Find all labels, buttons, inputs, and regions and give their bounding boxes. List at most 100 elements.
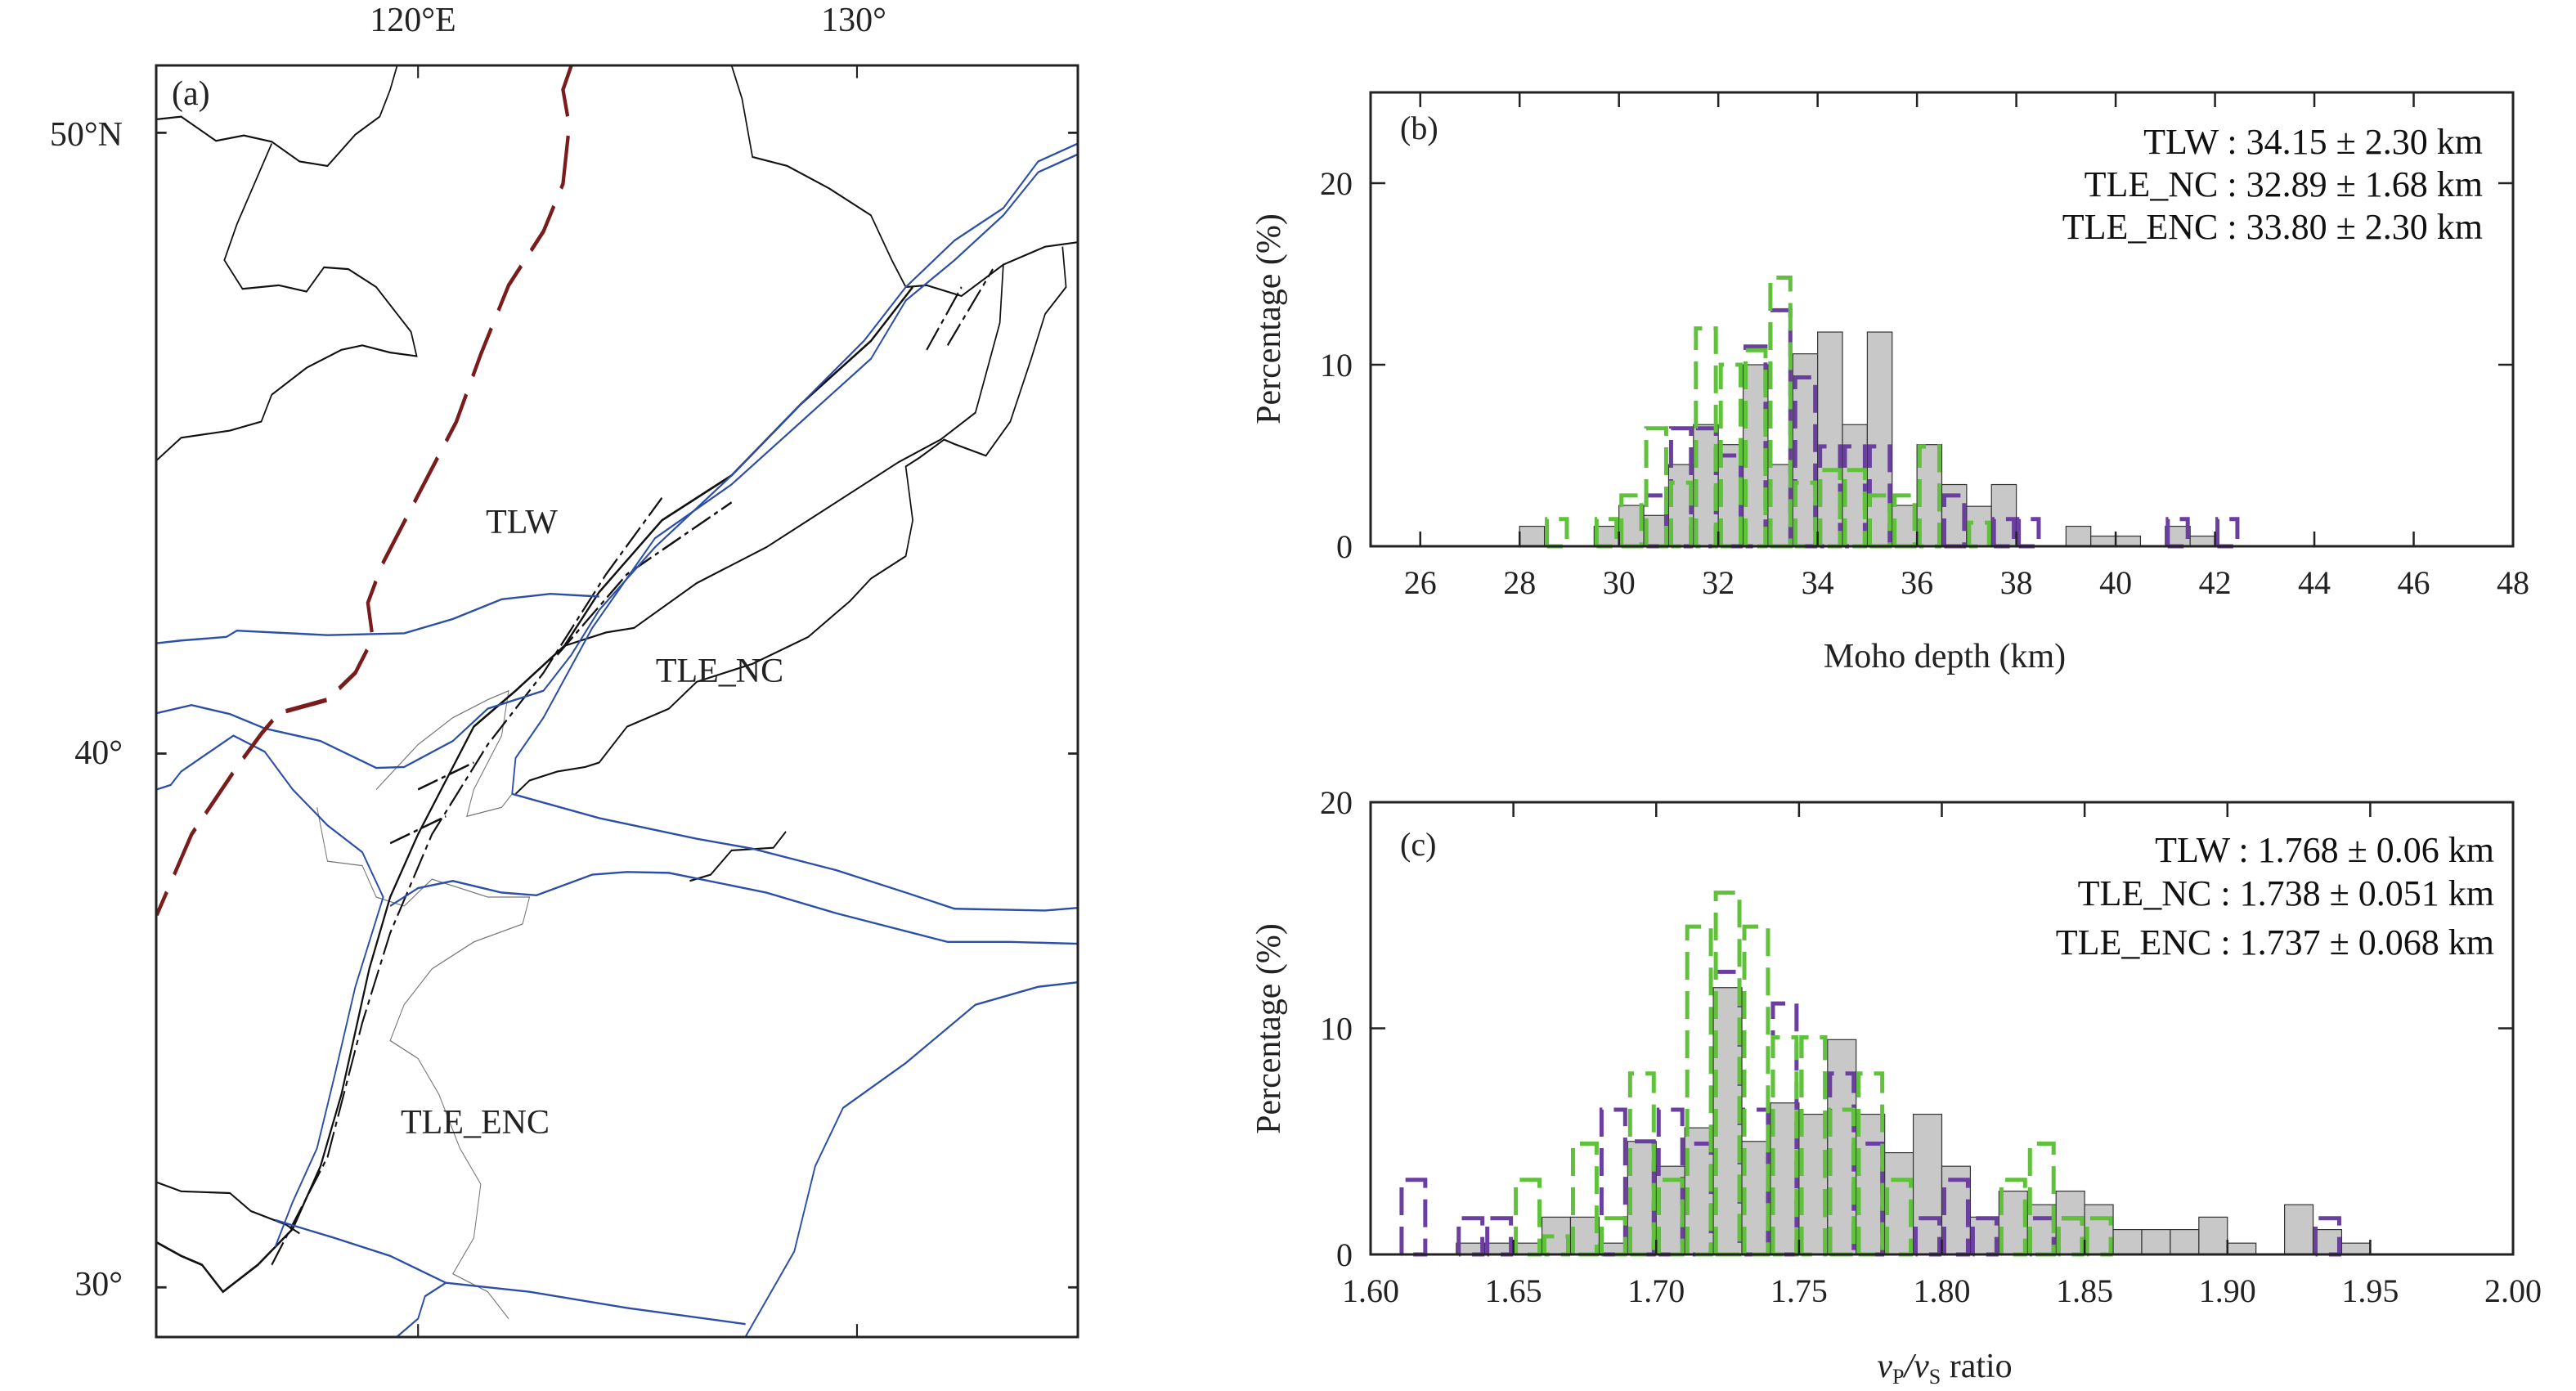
- x-label-part: ratio: [1941, 1348, 2012, 1385]
- plot-area: 1.60 1.65 1.70 1.75 1.80 1.85 1.90 1.95 2.00 0 10 2…: [1320, 784, 2542, 1309]
- histogram-dashed-bin: [1668, 480, 1694, 549]
- x-tick-label: 36: [1901, 564, 1933, 601]
- histogram-dashed-bin: [1793, 480, 1818, 549]
- x-tick-label: 1.70: [1627, 1272, 1685, 1309]
- annotation-tlw: TLW : 1.768 ± 0.06 km: [2155, 830, 2494, 870]
- x-tick-label: 1.65: [1485, 1272, 1542, 1309]
- annotation-tle-enc: TLE_ENC : 33.80 ± 2.30 km: [2062, 207, 2483, 247]
- blue-line: [156, 734, 384, 1248]
- x-tick-label: 40: [2099, 564, 2132, 601]
- lon-tick-130: 130°: [821, 2, 886, 39]
- blue-line: [744, 981, 1079, 1338]
- histogram-dashed-bin: [1542, 1234, 1570, 1257]
- histogram-dashed-bin: [1917, 444, 1941, 549]
- x-label-part: P: [1892, 1365, 1904, 1389]
- y-tick-label: 0: [1336, 1236, 1353, 1273]
- histogram-bar: [2141, 1228, 2171, 1255]
- panel-label-c: (c): [1400, 826, 1436, 863]
- map-frame: [155, 64, 1079, 1339]
- histogram-bar: [1969, 1216, 1999, 1255]
- histogram-dashed-bin: [1867, 444, 1892, 549]
- x-tick-label: 46: [2398, 564, 2430, 601]
- histogram-bar: [1856, 1113, 1886, 1255]
- x-label-part: /v: [1902, 1348, 1929, 1385]
- y-tick-label: 20: [1320, 784, 1353, 821]
- histogram-bar: [2026, 1204, 2057, 1255]
- region-label-tle-enc: TLE_ENC: [401, 1104, 550, 1142]
- panel-label-b: (b): [1400, 110, 1438, 146]
- histogram-bar: [2340, 1242, 2371, 1255]
- blue-line: [389, 871, 1079, 945]
- histogram-bar: [2227, 1242, 2257, 1255]
- histogram-dashed-bin: [1599, 1107, 1627, 1257]
- histogram-bar: [1627, 1141, 1657, 1255]
- annotation-tle-nc: TLE_NC : 32.89 ± 1.68 km: [2085, 164, 2483, 204]
- x-label-part: v: [1877, 1348, 1892, 1385]
- x-label-part: S: [1929, 1365, 1941, 1389]
- blue-line: [511, 153, 1079, 794]
- fault-line: [563, 264, 1004, 647]
- x-tick-label: 2.00: [2484, 1272, 2542, 1309]
- map-geometry: [155, 64, 1079, 1338]
- histogram-dashed-bin: [1694, 326, 1718, 549]
- histogram-dashed-bin: [1399, 1178, 1428, 1257]
- border-line: [156, 1181, 300, 1235]
- blue-line: [156, 142, 1079, 770]
- y-axis-label: Percentage (%): [1250, 213, 1288, 424]
- x-tick-label: 1.85: [2056, 1272, 2113, 1309]
- histogram-bar: [2312, 1228, 2343, 1255]
- x-tick-label: 1.95: [2341, 1272, 2399, 1309]
- y-tick-label: 20: [1320, 165, 1353, 202]
- histogram-dashed-bin: [1967, 520, 1991, 549]
- y-tick-label: 10: [1320, 347, 1353, 384]
- y-axis-label: Percentage (%): [1250, 923, 1288, 1134]
- blue-line: [275, 1218, 746, 1326]
- x-tick-label: 28: [1503, 564, 1536, 601]
- histogram-bar: [2112, 1228, 2143, 1255]
- x-tick-label: 1.75: [1770, 1272, 1828, 1309]
- annotation-tle-nc: TLE_NC : 1.738 ± 0.051 km: [2078, 873, 2494, 913]
- histogram-bar: [1770, 1102, 1800, 1255]
- coastline: [316, 689, 531, 1320]
- lat-tick-40: 40°: [74, 734, 123, 772]
- fault-line: [156, 286, 913, 1294]
- y-tick-label: 0: [1336, 528, 1353, 565]
- map-ticks: [156, 65, 1079, 1337]
- x-tick-label: 42: [2199, 564, 2232, 601]
- annotation-tlw: TLW : 34.15 ± 2.30 km: [2143, 122, 2483, 162]
- histogram-bar: [2284, 1204, 2314, 1255]
- histogram-bar: [1998, 1190, 2028, 1255]
- histogram-dashed-bin: [1799, 1035, 1828, 1257]
- moho-depth-histogram: 26 28 30 32 34 36 38 40 42 44 46 48 0 10 20 (b) TLW : …: [1250, 91, 2529, 675]
- region-label-tlw: TLW: [486, 504, 558, 541]
- x-tick-label: 26: [1404, 564, 1437, 601]
- histogram-bar: [2198, 1216, 2228, 1255]
- histogram-bar: [2189, 535, 2216, 547]
- lat-tick-50: 50°N: [50, 116, 123, 154]
- plot-area: 26 28 30 32 34 36 38 40 42 44 46 48 0 10 20: [1320, 91, 2529, 601]
- blue-line: [512, 792, 1079, 912]
- blue-line: [156, 593, 599, 644]
- histogram-bar: [1684, 1127, 1714, 1255]
- histogram-dashed-bin: [1770, 1035, 1799, 1257]
- block-boundary-dashed: [155, 64, 573, 917]
- histogram-bar: [2115, 535, 2142, 547]
- border-line: [730, 65, 1079, 298]
- y-tick-label: 10: [1320, 1011, 1353, 1048]
- histogram-bar: [1912, 1113, 1943, 1255]
- x-tick-label: 32: [1702, 564, 1735, 601]
- vp-vs-ratio-histogram: 1.60 1.65 1.70 1.75 1.80 1.85 1.90 1.95 2.00 0 10 2…: [1250, 784, 2542, 1389]
- border-line: [156, 65, 398, 168]
- x-tick-label: 38: [2000, 564, 2033, 601]
- x-tick-label: 44: [2298, 564, 2331, 601]
- histogram-bar: [2084, 1204, 2114, 1255]
- blue-line: [397, 1281, 447, 1338]
- x-tick-label: 1.80: [1914, 1272, 1971, 1309]
- fault-line-dashed: [271, 268, 994, 1266]
- annotation-tle-enc: TLE_ENC : 1.737 ± 0.068 km: [2056, 922, 2494, 962]
- x-axis-label: vP/vS ratio: [1877, 1348, 2012, 1389]
- histogram-bar: [2090, 535, 2116, 547]
- histogram-bar: [1798, 1113, 1829, 1255]
- histogram-bar: [1519, 525, 1546, 547]
